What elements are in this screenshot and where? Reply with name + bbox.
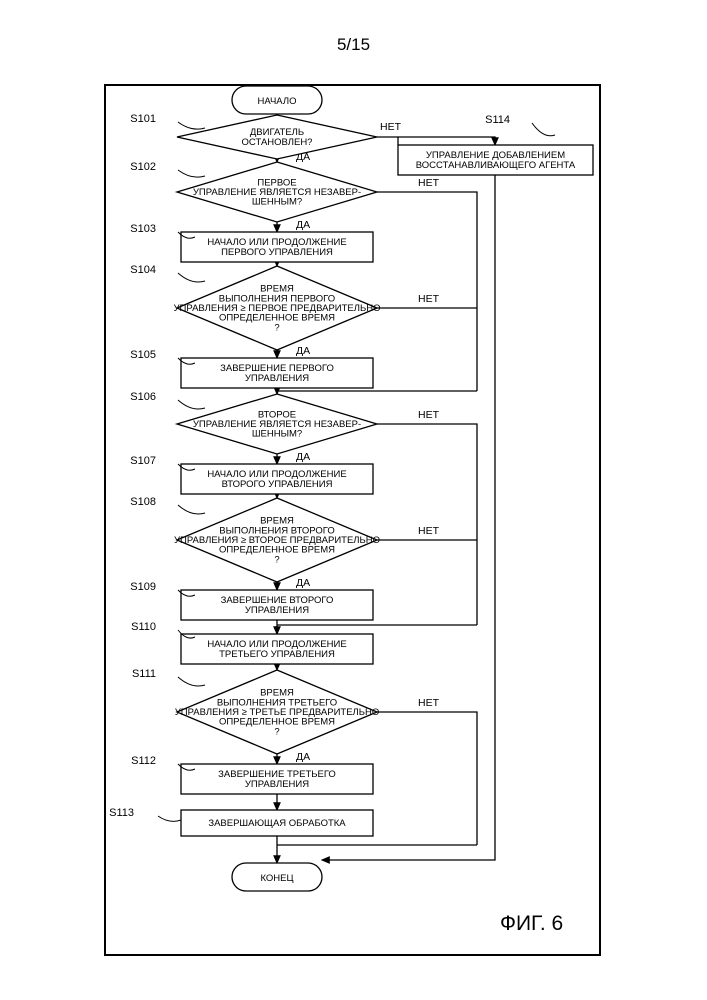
edge-label: ДА: [296, 345, 310, 357]
step-label: S113: [109, 807, 134, 819]
step-label: S110: [131, 621, 156, 633]
step-leader: [178, 273, 205, 282]
node-text: НАЧАЛО ИЛИ ПРОДОЛЖЕНИЕВТОРОГО УПРАВЛЕНИЯ: [207, 469, 346, 490]
edge-label: НЕТ: [418, 409, 440, 421]
step-label: S109: [130, 581, 156, 593]
node-s114: УПРАВЛЕНИЕ ДОБАВЛЕНИЕМВОССТАНАВЛИВАЮЩЕГО…: [398, 145, 593, 175]
step-label: S111: [132, 668, 156, 680]
node-text: НАЧАЛО ИЛИ ПРОДОЛЖЕНИЕТРЕТЬЕГО УПРАВЛЕНИ…: [207, 639, 346, 660]
node-s110: НАЧАЛО ИЛИ ПРОДОЛЖЕНИЕТРЕТЬЕГО УПРАВЛЕНИ…: [181, 634, 373, 664]
step-label: S101: [130, 113, 156, 125]
edge: [377, 712, 477, 845]
step-leader: [178, 122, 205, 129]
node-s105: ЗАВЕРШЕНИЕ ПЕРВОГОУПРАВЛЕНИЯ: [181, 358, 373, 388]
node-s111: ВРЕМЯВЫПОЛНЕНИЯ ТРЕТЬЕГОУПРАВЛЕНИЯ ≥ ТРЕ…: [175, 670, 380, 754]
node-start: НАЧАЛО: [232, 86, 322, 114]
edge-label: НЕТ: [380, 121, 402, 133]
node-s103: НАЧАЛО ИЛИ ПРОДОЛЖЕНИЕПЕРВОГО УПРАВЛЕНИЯ: [181, 232, 373, 262]
step-leader: [178, 400, 205, 409]
step-leader: [178, 505, 205, 514]
edge: [377, 192, 477, 391]
step-label: S106: [130, 391, 156, 403]
node-text: НАЧАЛО: [258, 96, 297, 107]
edge-label: НЕТ: [418, 525, 440, 537]
node-text: НАЧАЛО ИЛИ ПРОДОЛЖЕНИЕПЕРВОГО УПРАВЛЕНИЯ: [207, 237, 346, 258]
edge-label: ДА: [296, 751, 310, 763]
node-text: ДВИГАТЕЛЬОСТАНОВЛЕН?: [242, 127, 313, 148]
step-leader: [532, 123, 555, 136]
node-text: КОНЕЦ: [260, 873, 293, 884]
edge-label: ДА: [296, 219, 310, 231]
nodes: НАЧАЛО ДВИГАТЕЛЬОСТАНОВЛЕН? УПРАВЛЕНИЕ ДОБ…: [174, 86, 593, 891]
step-label: S112: [131, 755, 156, 767]
node-text: ВРЕМЯВЫПОЛНЕНИЯ ВТОРОГОУПРАВЛЕНИЯ ≥ ВТОР…: [174, 515, 380, 565]
step-leader: [178, 170, 205, 177]
edge-label: ДА: [296, 451, 310, 463]
node-end: КОНЕЦ: [232, 863, 322, 891]
step-label: S107: [130, 455, 156, 467]
edge: [377, 137, 398, 145]
node-s109: ЗАВЕРШЕНИЕ ВТОРОГОУПРАВЛЕНИЯ: [181, 590, 373, 620]
edge: [322, 175, 495, 860]
step-label: S104: [130, 264, 156, 276]
node-s102: ПЕРВОЕУПРАВЛЕНИЕ ЯВЛЯЕТСЯ НЕЗАВЕР-ШЕННЫМ…: [177, 162, 377, 222]
step-label: S103: [130, 223, 156, 235]
node-s112: ЗАВЕРШЕНИЕ ТРЕТЬЕГОУПРАВЛЕНИЯ: [181, 764, 373, 794]
step-leader: [158, 816, 181, 821]
node-s113: ЗАВЕРШАЮЩАЯ ОБРАБОТКА: [181, 810, 373, 836]
node-text: ВРЕМЯВЫПОЛНЕНИЯ ТРЕТЬЕГОУПРАВЛЕНИЯ ≥ ТРЕ…: [175, 687, 380, 737]
edge-label: НЕТ: [418, 697, 440, 709]
flowchart-canvas: 5/15 ДАНЕТДАНЕТДАНЕТДАНЕТДАНЕТДАНЕТ НАЧА…: [0, 0, 707, 1000]
edge: [398, 137, 495, 145]
node-s104: ВРЕМЯВЫПОЛНЕНИЯ ПЕРВОГОУПРАВЛЕНИЯ ≥ ПЕРВ…: [174, 266, 381, 350]
node-s101: ДВИГАТЕЛЬОСТАНОВЛЕН?: [177, 115, 377, 159]
edge-label: ДА: [296, 577, 310, 589]
node-text: ВРЕМЯВЫПОЛНЕНИЯ ПЕРВОГОУПРАВЛЕНИЯ ≥ ПЕРВ…: [174, 283, 381, 333]
node-s106: ВТОРОЕУПРАВЛЕНИЕ ЯВЛЯЕТСЯ НЕЗАВЕР-ШЕННЫМ…: [177, 394, 377, 454]
node-text: ЗАВЕРШАЮЩАЯ ОБРАБОТКА: [208, 818, 346, 829]
page-number: 5/15: [337, 35, 370, 54]
step-label: S108: [130, 496, 156, 508]
step-label: S114: [485, 114, 510, 126]
step-label: S102: [130, 161, 156, 173]
step-leader: [178, 677, 205, 686]
node-s108: ВРЕМЯВЫПОЛНЕНИЯ ВТОРОГОУПРАВЛЕНИЯ ≥ ВТОР…: [174, 498, 380, 582]
edge-label: НЕТ: [418, 177, 440, 189]
figure-label: ФИГ. 6: [500, 912, 563, 935]
node-text: УПРАВЛЕНИЕ ДОБАВЛЕНИЕМВОССТАНАВЛИВАЮЩЕГО…: [416, 150, 576, 171]
node-s107: НАЧАЛО ИЛИ ПРОДОЛЖЕНИЕВТОРОГО УПРАВЛЕНИЯ: [181, 464, 373, 494]
step-label: S105: [130, 349, 156, 361]
edge-label: НЕТ: [418, 293, 440, 305]
